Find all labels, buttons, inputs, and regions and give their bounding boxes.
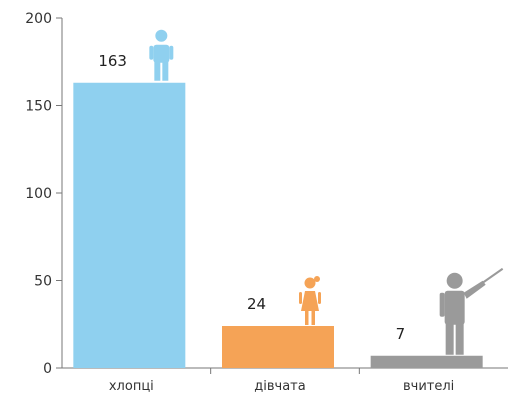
- boy-body: [153, 44, 170, 63]
- boy-leg-left: [154, 61, 161, 81]
- girl-leg-left: [305, 311, 309, 325]
- y-tick-label: 100: [25, 186, 52, 202]
- girl-arm-left: [299, 292, 302, 304]
- data-label: 24: [247, 295, 266, 313]
- teacher-arm-left: [439, 292, 445, 317]
- x-axis: [62, 367, 508, 374]
- data-label: 163: [98, 52, 127, 70]
- teacher-leg-right: [455, 323, 464, 355]
- category-label: вчителі: [403, 379, 454, 394]
- girl-ponytail: [314, 276, 320, 282]
- bar: [370, 355, 483, 368]
- bar: [222, 326, 334, 368]
- bars: [73, 82, 483, 368]
- girl-icon: [299, 276, 321, 325]
- teacher-icon: [439, 267, 504, 355]
- category-label: дівчата: [254, 379, 305, 394]
- boy-arm-left: [149, 45, 154, 60]
- boy-leg-right: [162, 61, 169, 81]
- teacher-arm-right: [463, 280, 486, 299]
- girl-arm-right: [318, 292, 321, 304]
- girl-head: [304, 277, 316, 289]
- bar: [73, 82, 186, 368]
- boy-icon: [149, 29, 174, 81]
- y-tick-label: 200: [25, 11, 52, 27]
- teacher-body: [444, 290, 465, 325]
- girl-dress: [301, 291, 319, 311]
- category-labels: хлопці дівчата вчителі: [109, 379, 454, 394]
- y-tick-label: 50: [34, 274, 52, 290]
- boy-arm-right: [169, 45, 174, 60]
- icons: [149, 29, 504, 355]
- y-axis: 0 50 100 150 200: [25, 11, 63, 377]
- value-labels: 163 24 7: [98, 52, 405, 343]
- teacher-leg-left: [445, 323, 454, 355]
- boy-head: [155, 29, 168, 42]
- category-label: хлопці: [109, 379, 154, 394]
- y-tick-label: 0: [43, 361, 52, 377]
- girl-leg-right: [311, 311, 315, 325]
- teacher-head: [446, 272, 463, 289]
- y-tick-label: 150: [25, 99, 52, 115]
- teacher-pointer: [482, 267, 504, 284]
- data-label: 7: [396, 325, 406, 343]
